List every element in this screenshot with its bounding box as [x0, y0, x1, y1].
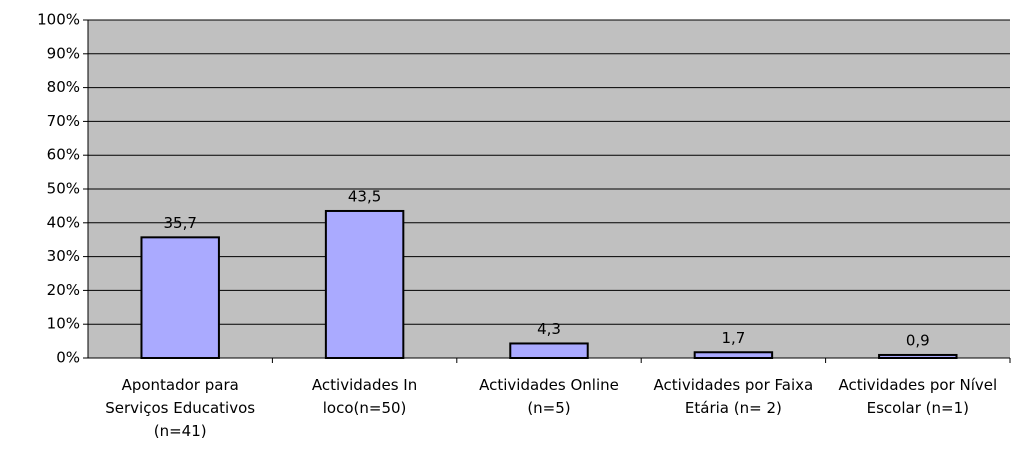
x-tick-label: Actividades Online (n=5)	[479, 376, 619, 417]
y-tick-label: 100%	[37, 11, 80, 29]
y-tick-label: 90%	[47, 44, 80, 62]
y-tick-label: 50%	[47, 180, 80, 198]
x-tick-label: Actividades por Nível Escolar (n=1)	[838, 376, 998, 417]
x-tick-label: Actividades por Faixa Etária (n= 2)	[653, 376, 814, 417]
y-tick-label: 40%	[47, 213, 80, 231]
y-tick-label: 20%	[47, 281, 80, 299]
bar	[509, 342, 589, 360]
bar	[878, 353, 958, 360]
bar	[324, 209, 405, 359]
y-tick-label: 0%	[56, 349, 80, 367]
value-label: 1,7	[721, 329, 745, 347]
value-label: 0,9	[906, 331, 930, 349]
bar	[140, 236, 220, 359]
value-label: 4,3	[537, 320, 561, 338]
y-tick-label: 30%	[47, 247, 80, 265]
value-label: 35,7	[163, 214, 196, 232]
x-tick-label: Actividades In loco(n=50)	[311, 376, 418, 417]
y-tick-label: 70%	[47, 112, 80, 130]
value-label: 43,5	[348, 187, 381, 205]
bar	[693, 351, 774, 359]
y-tick-label: 60%	[47, 146, 80, 164]
y-tick-label: 10%	[47, 315, 80, 333]
x-tick-label: Apontador para Serviços Educativos (n=41…	[105, 376, 256, 440]
y-tick-label: 80%	[47, 78, 80, 96]
